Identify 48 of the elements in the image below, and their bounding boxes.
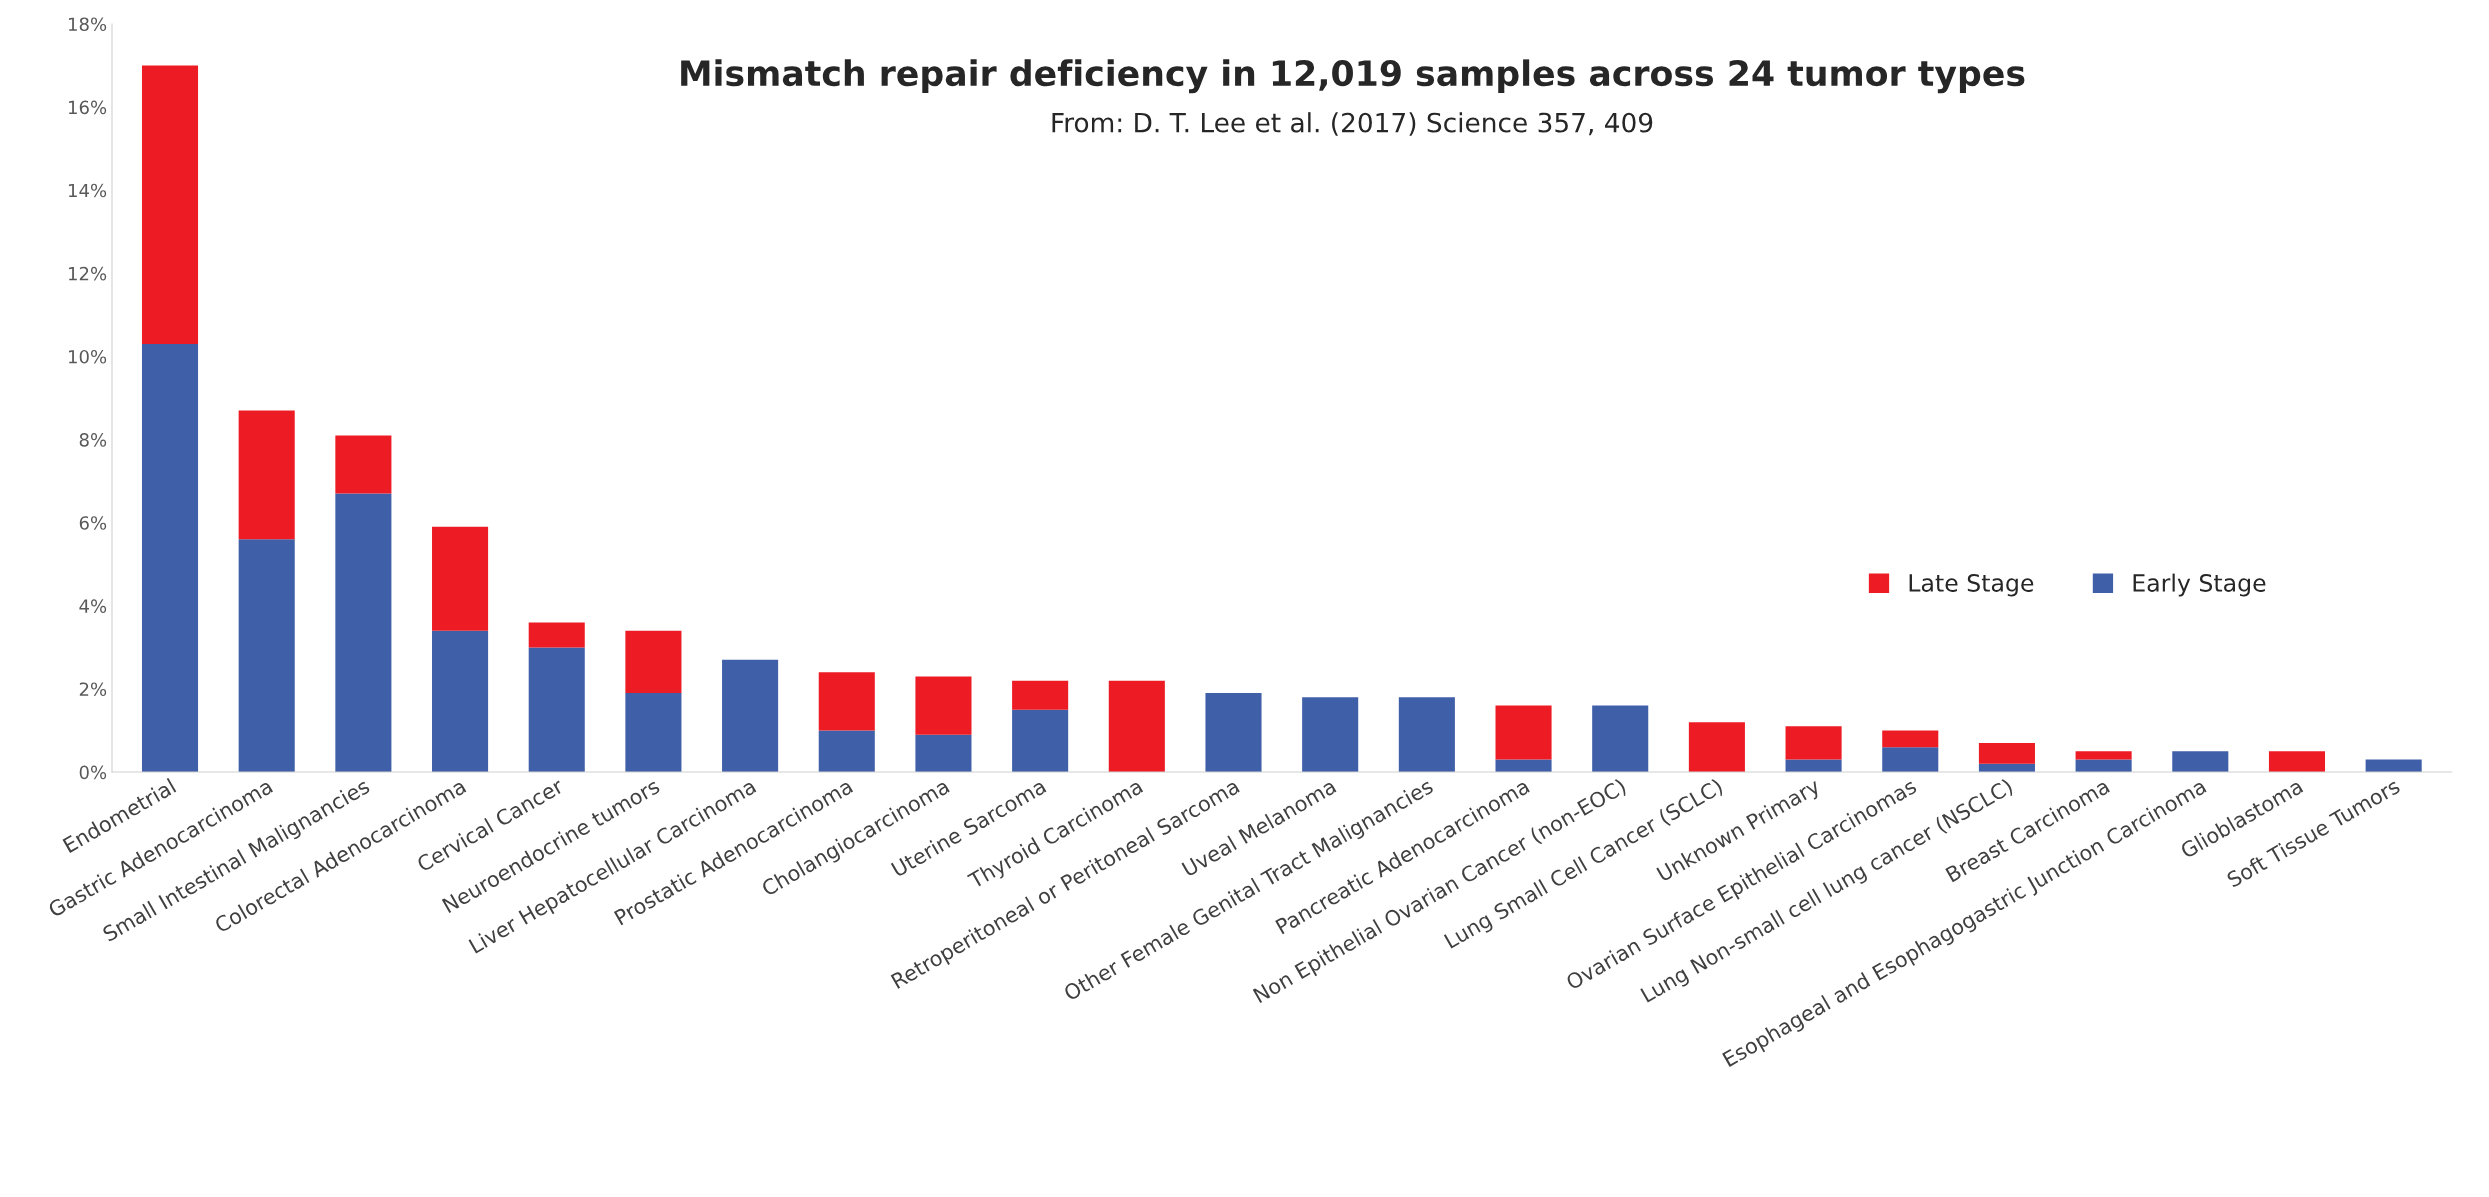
y-tick-label: 8% xyxy=(79,433,107,447)
bar xyxy=(1592,705,1649,773)
bar xyxy=(1495,759,1552,773)
bar xyxy=(432,630,489,773)
bar xyxy=(335,493,392,773)
y-tick-label: 10% xyxy=(69,349,107,364)
bar xyxy=(722,659,779,773)
bar xyxy=(1012,680,1069,710)
legend-label: Early Stage xyxy=(2133,573,2266,597)
y-tick-label: 4% xyxy=(79,599,107,613)
y-tick-label: 6% xyxy=(79,516,107,530)
bar xyxy=(432,526,489,631)
bar xyxy=(818,672,875,731)
bar xyxy=(1978,742,2035,764)
bar xyxy=(818,730,875,773)
bar xyxy=(2172,751,2229,773)
bar xyxy=(1398,697,1455,773)
y-tick-label: 14% xyxy=(69,183,107,198)
bar xyxy=(915,734,972,773)
bar xyxy=(1302,697,1359,773)
bar xyxy=(2268,751,2326,773)
bar xyxy=(1495,705,1552,760)
bar xyxy=(1882,747,1939,773)
bar xyxy=(1882,730,1939,748)
bar xyxy=(2075,751,2132,760)
y-tick-label: 18% xyxy=(69,17,107,32)
y-tick-label: 0% xyxy=(79,765,107,780)
bar xyxy=(335,435,392,494)
y-tick-label: 16% xyxy=(69,100,107,115)
text: Mismatch repair deficiency in 12,019 samples across 24 tumor types xyxy=(681,59,2025,94)
bar xyxy=(625,693,682,773)
bar xyxy=(238,410,295,540)
y-tick-label: 2% xyxy=(79,682,107,697)
bar xyxy=(1785,726,1842,760)
bar xyxy=(528,622,585,648)
bar xyxy=(1205,693,1262,773)
legend-label: Late Stage xyxy=(1909,574,2034,597)
text: From: D. T. Lee et al. (2017) Science 357, 409 xyxy=(1052,112,1653,136)
bar xyxy=(1108,680,1165,773)
bar xyxy=(915,676,972,735)
bar xyxy=(141,343,199,773)
bar xyxy=(528,647,585,773)
y-tick-label: 12% xyxy=(69,266,107,281)
bar xyxy=(625,630,682,694)
bar xyxy=(1012,709,1069,773)
bar xyxy=(1688,722,1745,773)
bar xyxy=(141,65,199,344)
bar xyxy=(238,539,295,773)
